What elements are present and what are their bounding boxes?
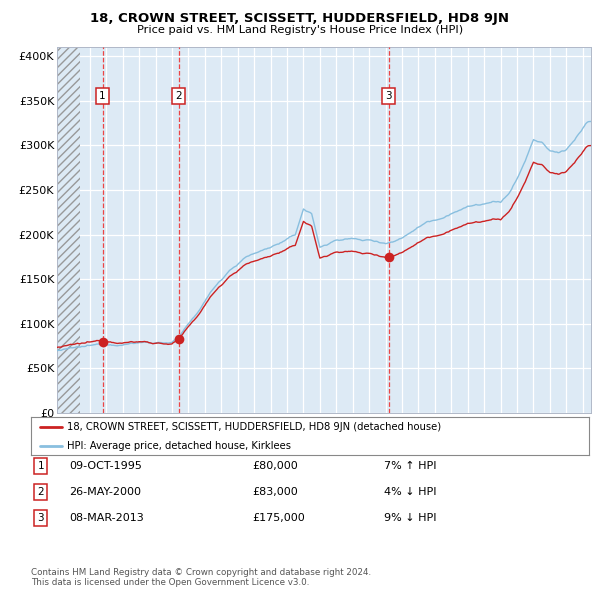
- Text: 9% ↓ HPI: 9% ↓ HPI: [384, 513, 437, 523]
- Text: Price paid vs. HM Land Registry's House Price Index (HPI): Price paid vs. HM Land Registry's House …: [137, 25, 463, 35]
- Text: 2: 2: [37, 487, 44, 497]
- Text: 18, CROWN STREET, SCISSETT, HUDDERSFIELD, HD8 9JN: 18, CROWN STREET, SCISSETT, HUDDERSFIELD…: [91, 12, 509, 25]
- Text: 4% ↓ HPI: 4% ↓ HPI: [384, 487, 437, 497]
- Text: HPI: Average price, detached house, Kirklees: HPI: Average price, detached house, Kirk…: [67, 441, 292, 451]
- Text: Contains HM Land Registry data © Crown copyright and database right 2024.
This d: Contains HM Land Registry data © Crown c…: [31, 568, 371, 587]
- Text: 1: 1: [37, 461, 44, 471]
- Text: 2: 2: [175, 91, 182, 101]
- Text: 18, CROWN STREET, SCISSETT, HUDDERSFIELD, HD8 9JN (detached house): 18, CROWN STREET, SCISSETT, HUDDERSFIELD…: [67, 422, 442, 432]
- Text: 3: 3: [385, 91, 392, 101]
- Text: 26-MAY-2000: 26-MAY-2000: [69, 487, 141, 497]
- Text: 1: 1: [99, 91, 106, 101]
- Text: 08-MAR-2013: 08-MAR-2013: [69, 513, 144, 523]
- Text: £83,000: £83,000: [252, 487, 298, 497]
- Text: 3: 3: [37, 513, 44, 523]
- Text: £175,000: £175,000: [252, 513, 305, 523]
- Text: £80,000: £80,000: [252, 461, 298, 471]
- Bar: [57, 47, 80, 413]
- Text: 7% ↑ HPI: 7% ↑ HPI: [384, 461, 437, 471]
- Text: 09-OCT-1995: 09-OCT-1995: [69, 461, 142, 471]
